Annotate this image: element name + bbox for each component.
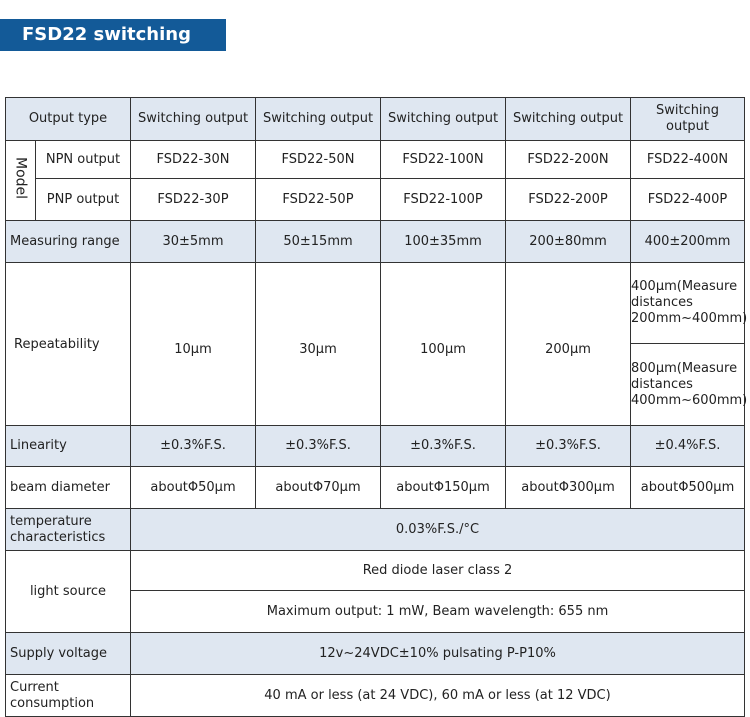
cell: FSD22-30P bbox=[130, 178, 256, 221]
cell: FSD22-200P bbox=[505, 178, 631, 221]
current-value: 40 mA or less (at 24 VDC), 60 mA or less… bbox=[130, 674, 745, 717]
temp-value: 0.03%F.S./°C bbox=[130, 508, 745, 551]
cell: FSD22-50N bbox=[255, 140, 381, 179]
spec-table: Output type Switching output Switching o… bbox=[5, 97, 747, 717]
npn-row: Model NPN output FSD22-30N FSD22-50N FSD… bbox=[5, 140, 745, 221]
npn-label: NPN output bbox=[35, 140, 131, 179]
cell: FSD22-50P bbox=[255, 178, 381, 221]
cell: 800μm(Measure distances 400mm~600mm) bbox=[630, 343, 747, 426]
cell: 200μm bbox=[505, 262, 631, 426]
pnp-label: PNP output bbox=[35, 178, 131, 221]
section-title: FSD22 switching type bbox=[0, 19, 226, 77]
cell: Switching output bbox=[380, 97, 506, 141]
repeat-row: Repeatability 10μm 30μm 100μm 200μm 400μ… bbox=[5, 262, 747, 426]
light-row: light source Red diode laser class 2 bbox=[5, 550, 745, 633]
supply-value: 12v~24VDC±10% pulsating P-P10% bbox=[130, 632, 745, 675]
cell: 100μm bbox=[380, 262, 506, 426]
supply-label: Supply voltage bbox=[5, 632, 131, 675]
linearity-label: Linearity bbox=[5, 425, 131, 467]
pnp-row: PNP output FSD22-30P FSD22-50P FSD22-100… bbox=[6, 178, 745, 221]
cell: 400μm(Measure distances 200mm~400mm) bbox=[630, 262, 747, 344]
cell: aboutΦ150μm bbox=[380, 466, 506, 509]
model-label: Model bbox=[12, 156, 29, 200]
cell: 10μm bbox=[130, 262, 256, 426]
repeat-label: Repeatability bbox=[5, 262, 131, 426]
repeat-row-2: 800μm(Measure distances 400mm~600mm) bbox=[6, 343, 747, 426]
cell: FSD22-400N bbox=[630, 140, 745, 179]
temp-label: temperature characteristics bbox=[5, 508, 131, 551]
cell: 400±200mm bbox=[630, 220, 745, 263]
cell: ±0.4%F.S. bbox=[630, 425, 745, 467]
cell: 100±35mm bbox=[380, 220, 506, 263]
light-value-2: Maximum output: 1 mW, Beam wavelength: 6… bbox=[130, 590, 745, 633]
cell: 30±5mm bbox=[130, 220, 256, 263]
beam-label: beam diameter bbox=[5, 466, 131, 509]
cell: ±0.3%F.S. bbox=[505, 425, 631, 467]
cell: ±0.3%F.S. bbox=[380, 425, 506, 467]
cell: Switching output bbox=[505, 97, 631, 141]
temp-row: temperature characteristics 0.03%F.S./°C bbox=[5, 508, 745, 551]
cell: 30μm bbox=[255, 262, 381, 426]
cell: aboutΦ50μm bbox=[130, 466, 256, 509]
output-type-row: Output type Switching output Switching o… bbox=[5, 97, 745, 141]
range-label: Measuring range bbox=[5, 220, 131, 263]
cell: Switching output bbox=[130, 97, 256, 141]
cell: FSD22-200N bbox=[505, 140, 631, 179]
current-row: Current consumption 40 mA or less (at 24… bbox=[5, 674, 745, 717]
cell: ±0.3%F.S. bbox=[130, 425, 256, 467]
current-label: Current consumption bbox=[5, 674, 131, 717]
cell: FSD22-400P bbox=[630, 178, 745, 221]
range-row: Measuring range 30±5mm 50±15mm 100±35mm … bbox=[5, 220, 745, 263]
cell: FSD22-30N bbox=[130, 140, 256, 179]
light-label: light source bbox=[5, 550, 131, 633]
output-type-label: Output type bbox=[5, 97, 131, 141]
supply-row: Supply voltage 12v~24VDC±10% pulsating P… bbox=[5, 632, 745, 675]
cell: Switching output bbox=[630, 97, 745, 141]
cell: aboutΦ70μm bbox=[255, 466, 381, 509]
cell: ±0.3%F.S. bbox=[255, 425, 381, 467]
beam-row: beam diameter aboutΦ50μm aboutΦ70μm abou… bbox=[5, 466, 745, 509]
cell: aboutΦ500μm bbox=[630, 466, 745, 509]
cell: FSD22-100P bbox=[380, 178, 506, 221]
cell: 50±15mm bbox=[255, 220, 381, 263]
model-label-cell: Model bbox=[5, 140, 36, 221]
cell: 200±80mm bbox=[505, 220, 631, 263]
linearity-row: Linearity ±0.3%F.S. ±0.3%F.S. ±0.3%F.S. … bbox=[5, 425, 745, 467]
cell: aboutΦ300μm bbox=[505, 466, 631, 509]
cell: Switching output bbox=[255, 97, 381, 141]
light-value-1: Red diode laser class 2 bbox=[130, 550, 745, 591]
cell: FSD22-100N bbox=[380, 140, 506, 179]
